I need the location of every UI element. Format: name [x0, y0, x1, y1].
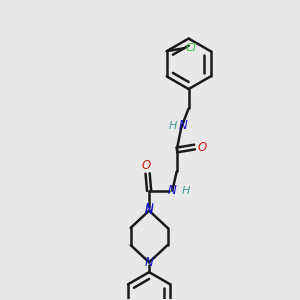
Text: N: N — [145, 256, 154, 269]
Text: O: O — [142, 159, 151, 172]
Text: N: N — [145, 202, 154, 215]
Text: N: N — [179, 119, 188, 132]
Text: Cl: Cl — [186, 43, 196, 53]
Text: O: O — [197, 140, 206, 154]
Text: H: H — [169, 121, 177, 130]
Text: H: H — [182, 186, 190, 196]
Text: N: N — [168, 184, 177, 197]
Text: N: N — [145, 204, 154, 217]
